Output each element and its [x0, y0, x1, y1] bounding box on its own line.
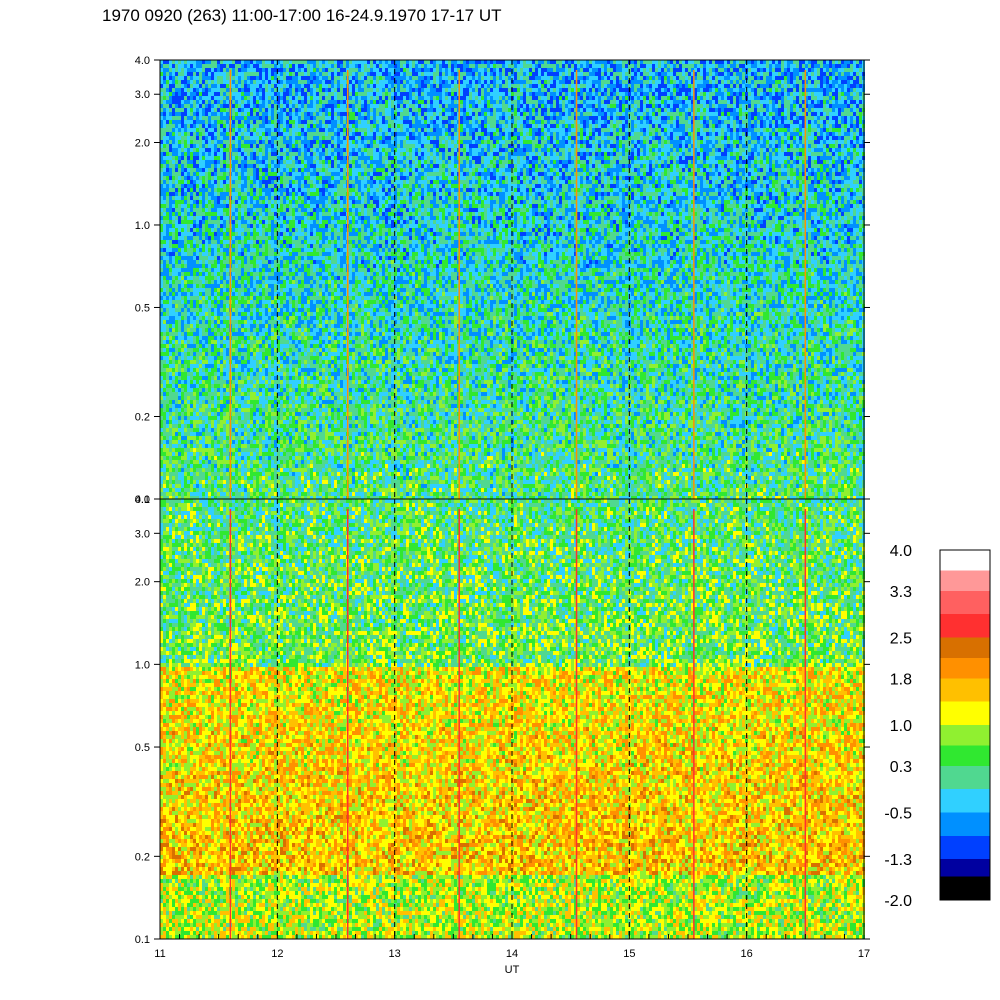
x-tick-label: 16: [741, 948, 753, 960]
x-tick-label: 12: [271, 948, 283, 960]
x-tick-label: 11: [154, 948, 165, 960]
y-tick-label: 4.0: [135, 494, 150, 506]
colorbar-tick-label: 4.0: [890, 543, 912, 560]
colorbar-swatch: [940, 702, 990, 725]
colorbar-tick-label: 3.3: [890, 584, 912, 601]
colorbar-swatch: [940, 766, 990, 789]
y-tick-label: 2.0: [135, 137, 150, 149]
y-tick-label: 4.0: [135, 55, 150, 67]
x-tick-label: 17: [858, 948, 870, 960]
x-axis-label: UT: [505, 964, 520, 976]
y-tick-label: 2.0: [135, 577, 150, 589]
colorbar-swatch: [940, 789, 990, 812]
x-tick-label: 14: [506, 948, 518, 960]
y-tick-label: 3.0: [135, 89, 150, 101]
colorbar-swatch: [940, 570, 990, 590]
y-tick-label: 3.0: [135, 528, 150, 540]
y-tick-label: 1.0: [135, 659, 150, 671]
colorbar-swatch: [940, 877, 990, 900]
colorbar-tick-label: -2.0: [884, 893, 912, 910]
colorbar-swatch: [940, 836, 990, 859]
colorbar-tick-label: -0.5: [884, 806, 912, 823]
colorbar-tick-label: -1.3: [884, 852, 912, 869]
colorbar-tick-label: 1.0: [890, 718, 912, 735]
upper-panel: 0.10.20.51.02.03.04.0: [135, 55, 870, 506]
colorbar-swatch: [940, 591, 990, 614]
colorbar-swatch: [940, 813, 990, 836]
colorbar-swatch: [940, 859, 990, 877]
y-tick-label: 0.5: [135, 302, 150, 314]
colorbar-swatch: [940, 638, 990, 658]
colorbar-tick-label: 0.3: [890, 759, 912, 776]
colorbar-swatch: [940, 745, 990, 765]
y-tick-label: 0.2: [135, 412, 150, 424]
colorbar-swatch: [940, 678, 990, 701]
y-tick-label: 0.1: [135, 934, 150, 946]
y-tick-label: 1.0: [135, 220, 150, 232]
colorbar-swatch: [940, 550, 990, 570]
x-tick-label: 13: [389, 948, 401, 960]
chart-title: 1970 0920 (263) 11:00-17:00 16-24.9.1970…: [102, 6, 501, 25]
colorbar-tick-label: 2.5: [890, 631, 912, 648]
colorbar-swatch: [940, 614, 990, 637]
lower-panel: 0.1 0.2 0.5 1.0 2.0 3.0 4.0: [135, 494, 870, 946]
colorbar-swatch: [940, 725, 990, 745]
colorbar-swatch: [940, 658, 990, 678]
y-tick-label: 0.2: [135, 851, 150, 863]
colorbar: 4.0 3.3 2.5 1.8 1.0 0.3 -0.5 -1.3 -2.0: [884, 543, 990, 910]
colorbar-tick-label: 1.8: [890, 671, 912, 688]
y-tick-label: 0.5: [135, 742, 150, 754]
x-tick-label: 15: [623, 948, 635, 960]
